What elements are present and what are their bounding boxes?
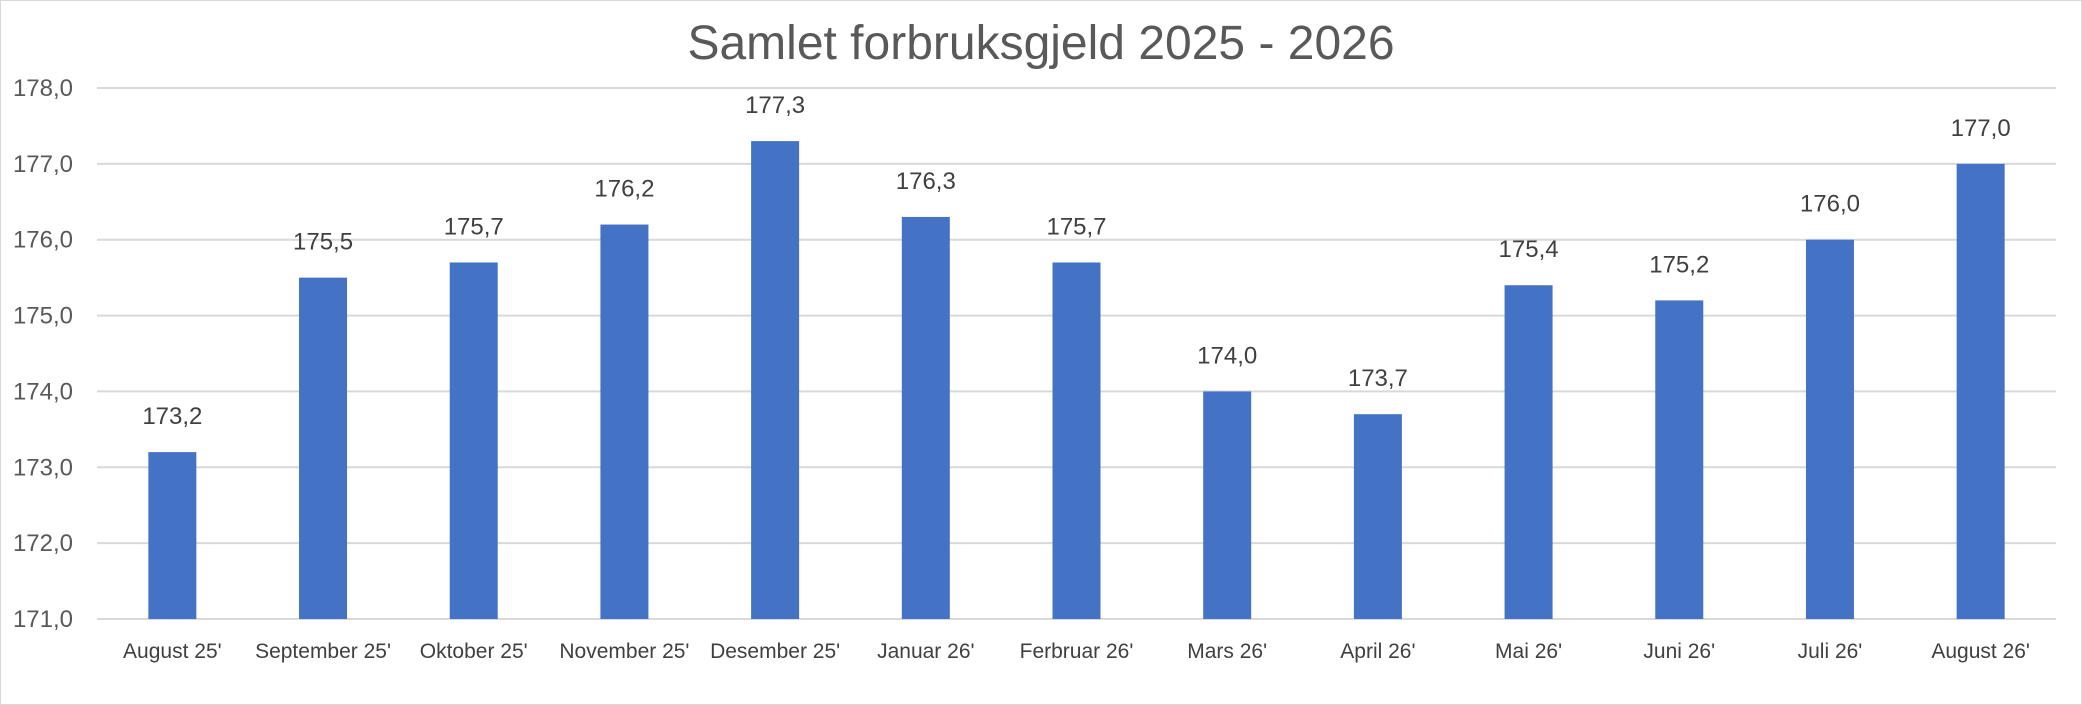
x-tick-label: August 26' bbox=[1931, 640, 2030, 663]
data-label: 175,7 bbox=[1046, 213, 1106, 240]
data-label: 175,2 bbox=[1649, 251, 1709, 278]
y-tick-label: 173,0 bbox=[13, 454, 73, 481]
bar bbox=[1504, 285, 1553, 619]
bar bbox=[299, 277, 348, 619]
y-tick-label: 178,0 bbox=[13, 75, 73, 102]
y-tick-label: 176,0 bbox=[13, 227, 73, 254]
bar bbox=[1353, 414, 1402, 619]
y-tick-label: 175,0 bbox=[13, 303, 73, 330]
bar bbox=[1052, 262, 1101, 619]
bar bbox=[1203, 391, 1252, 619]
x-axis-ticks: August 25' September 25' Oktober 25' Novemb… bbox=[123, 640, 2030, 663]
chart-title: Samlet forbruksgjeld 2025 - 2026 bbox=[687, 17, 1394, 70]
data-label: 177,0 bbox=[1951, 115, 2011, 142]
data-labels: 173,2 175,5 175,7 176,2 177,3 176,3 175,7 174,0… bbox=[142, 92, 2010, 430]
data-label: 176,0 bbox=[1800, 191, 1860, 218]
data-label: 177,3 bbox=[745, 92, 805, 119]
bar bbox=[751, 141, 800, 619]
y-tick-label: 177,0 bbox=[13, 151, 73, 178]
x-tick-label: Juni 26' bbox=[1643, 640, 1715, 663]
x-tick-label: Januar 26' bbox=[877, 640, 974, 663]
bar bbox=[1655, 300, 1704, 619]
x-tick-label: November 25' bbox=[559, 640, 689, 663]
bar bbox=[449, 262, 498, 619]
x-tick-label: Oktober 25' bbox=[420, 640, 528, 663]
y-tick-label: 172,0 bbox=[13, 530, 73, 557]
y-tick-label: 174,0 bbox=[13, 378, 73, 405]
data-label: 173,2 bbox=[142, 403, 202, 430]
x-tick-label: Juli 26' bbox=[1798, 640, 1863, 663]
x-tick-label: April 26' bbox=[1340, 640, 1415, 663]
data-label: 173,7 bbox=[1348, 365, 1408, 392]
bar bbox=[1956, 163, 2005, 619]
bar bbox=[148, 452, 197, 619]
bar bbox=[600, 224, 649, 620]
bar bbox=[1805, 239, 1854, 619]
bars bbox=[148, 141, 2005, 620]
bar bbox=[901, 216, 950, 619]
x-tick-label: Mai 26' bbox=[1495, 640, 1562, 663]
data-label: 174,0 bbox=[1197, 342, 1257, 369]
x-tick-label: August 25' bbox=[123, 640, 222, 663]
x-tick-label: Desember 25' bbox=[710, 640, 840, 663]
x-tick-label: Mars 26' bbox=[1187, 640, 1267, 663]
data-label: 176,2 bbox=[594, 176, 654, 203]
data-label: 176,3 bbox=[896, 168, 956, 195]
x-tick-label: Ferbruar 26' bbox=[1020, 640, 1134, 663]
y-axis-ticks: 171,0 172,0 173,0 174,0 175,0 176,0 177,0 178,0 bbox=[13, 75, 73, 633]
data-label: 175,4 bbox=[1499, 236, 1559, 263]
data-label: 175,5 bbox=[293, 229, 353, 256]
x-tick-label: September 25' bbox=[255, 640, 391, 663]
data-label: 175,7 bbox=[444, 213, 504, 240]
y-tick-label: 171,0 bbox=[13, 606, 73, 633]
